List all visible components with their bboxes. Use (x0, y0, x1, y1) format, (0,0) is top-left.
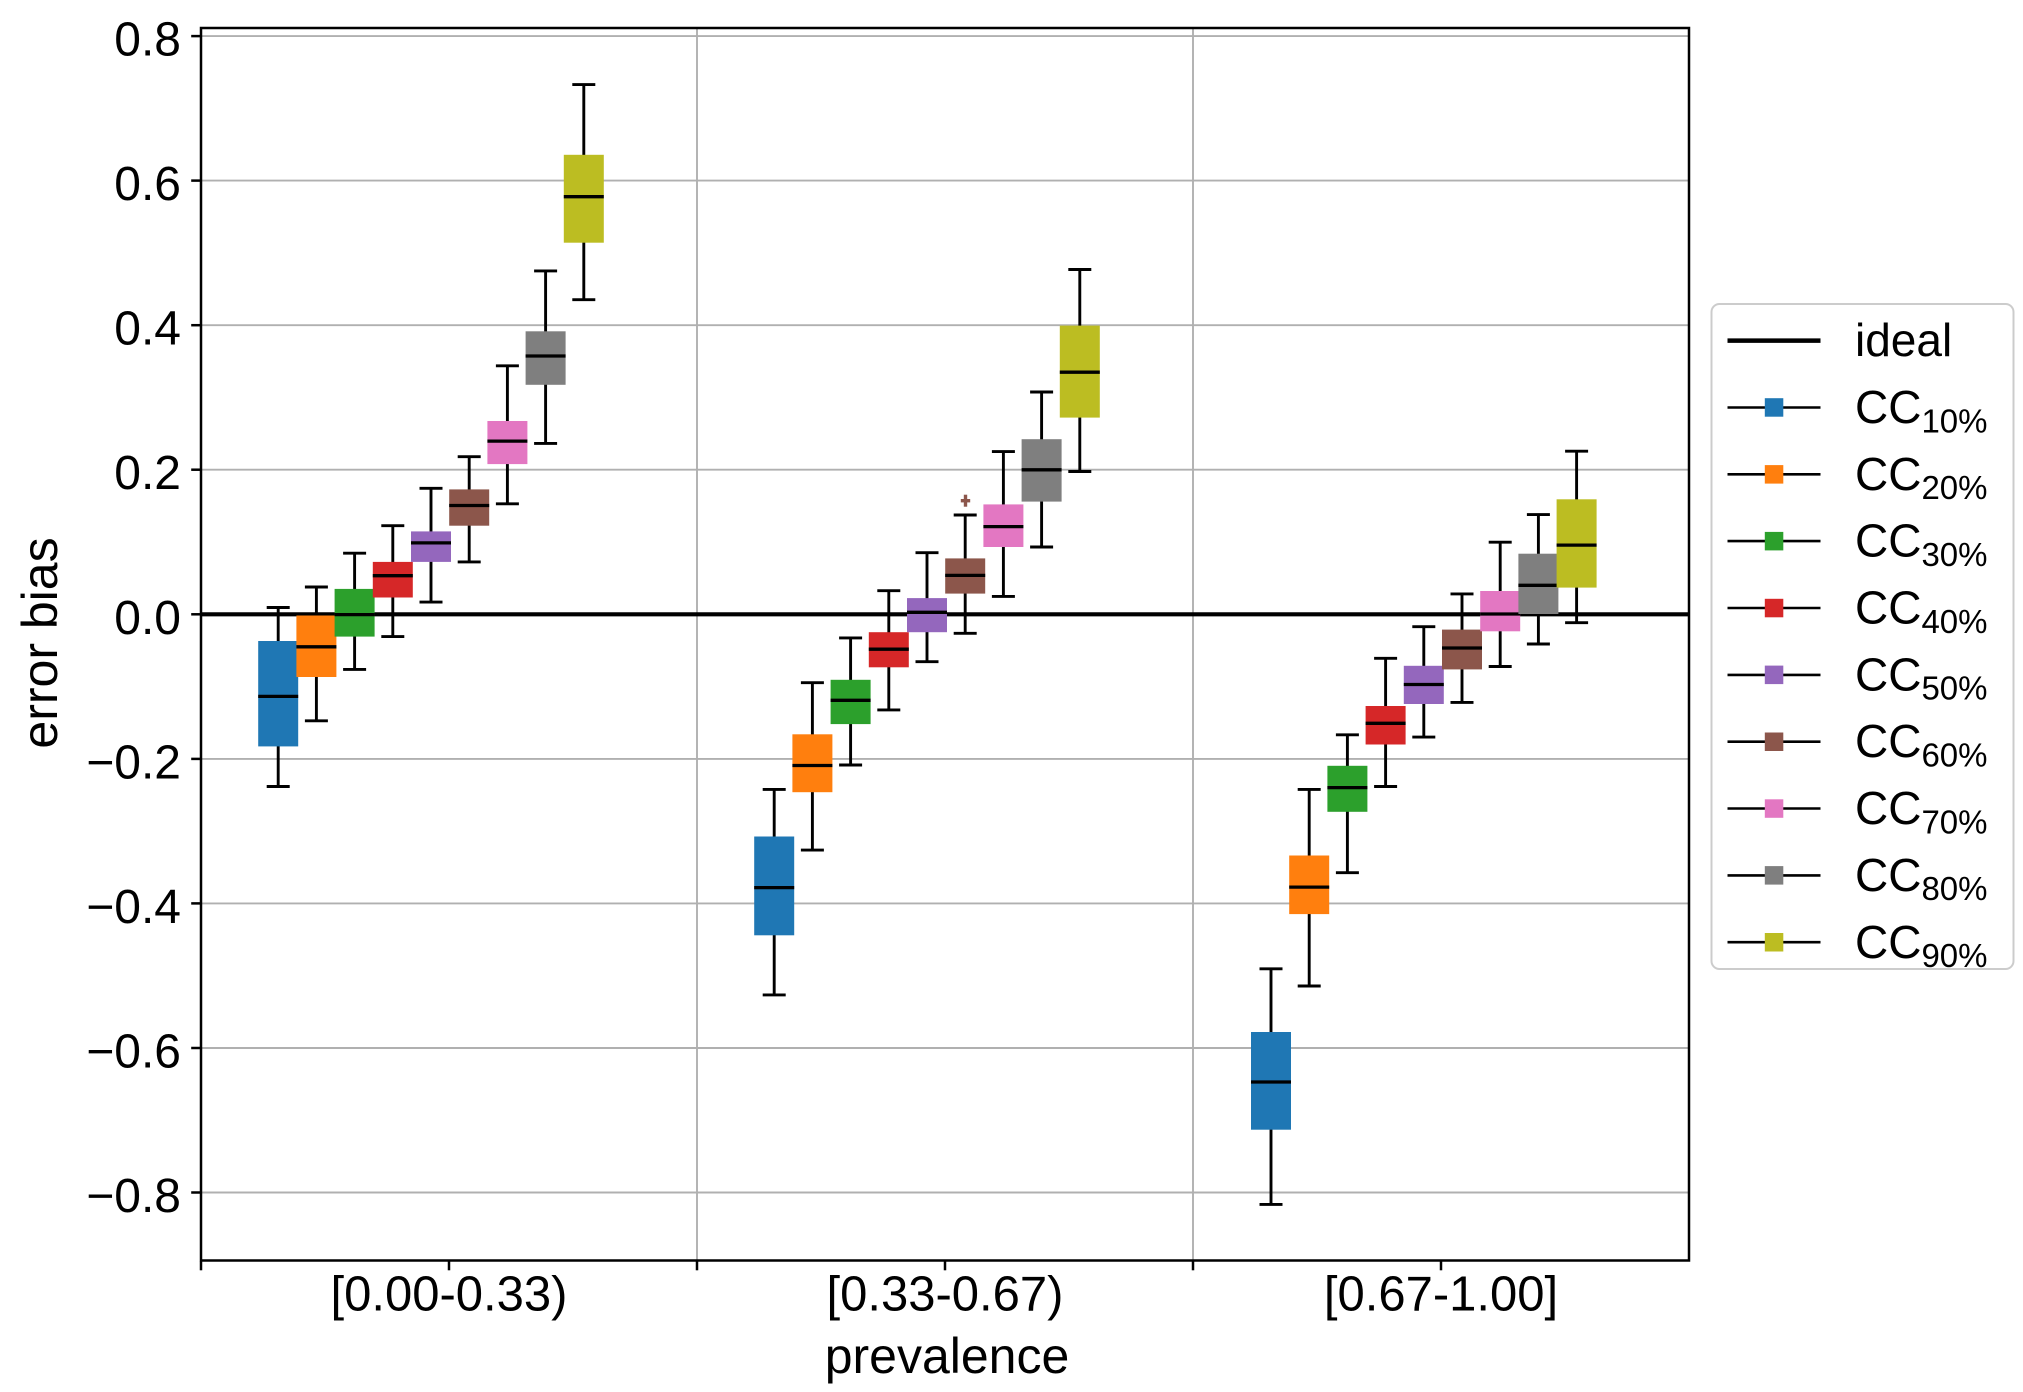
svg-text:CC50%: CC50% (1855, 648, 1988, 706)
svg-text:error bias: error bias (12, 537, 68, 748)
svg-text:prevalence: prevalence (825, 1328, 1070, 1384)
svg-text:0.2: 0.2 (114, 447, 181, 500)
svg-text:0.8: 0.8 (114, 14, 181, 67)
svg-text:CC60%: CC60% (1855, 715, 1988, 773)
svg-text:[0.67-1.00]: [0.67-1.00] (1324, 1268, 1558, 1322)
svg-text:−0.8: −0.8 (86, 1170, 181, 1223)
svg-text:0.4: 0.4 (114, 303, 181, 356)
svg-text:−0.6: −0.6 (86, 1026, 181, 1079)
svg-text:−0.4: −0.4 (86, 881, 181, 934)
svg-text:−0.2: −0.2 (86, 736, 181, 789)
svg-text:0.6: 0.6 (114, 158, 181, 211)
svg-text:CC40%: CC40% (1855, 582, 1988, 640)
svg-text:[0.00-0.33): [0.00-0.33) (331, 1268, 568, 1322)
svg-text:ideal: ideal (1855, 314, 1952, 366)
svg-text:[0.33-0.67): [0.33-0.67) (827, 1268, 1064, 1322)
svg-text:0.0: 0.0 (114, 592, 181, 645)
